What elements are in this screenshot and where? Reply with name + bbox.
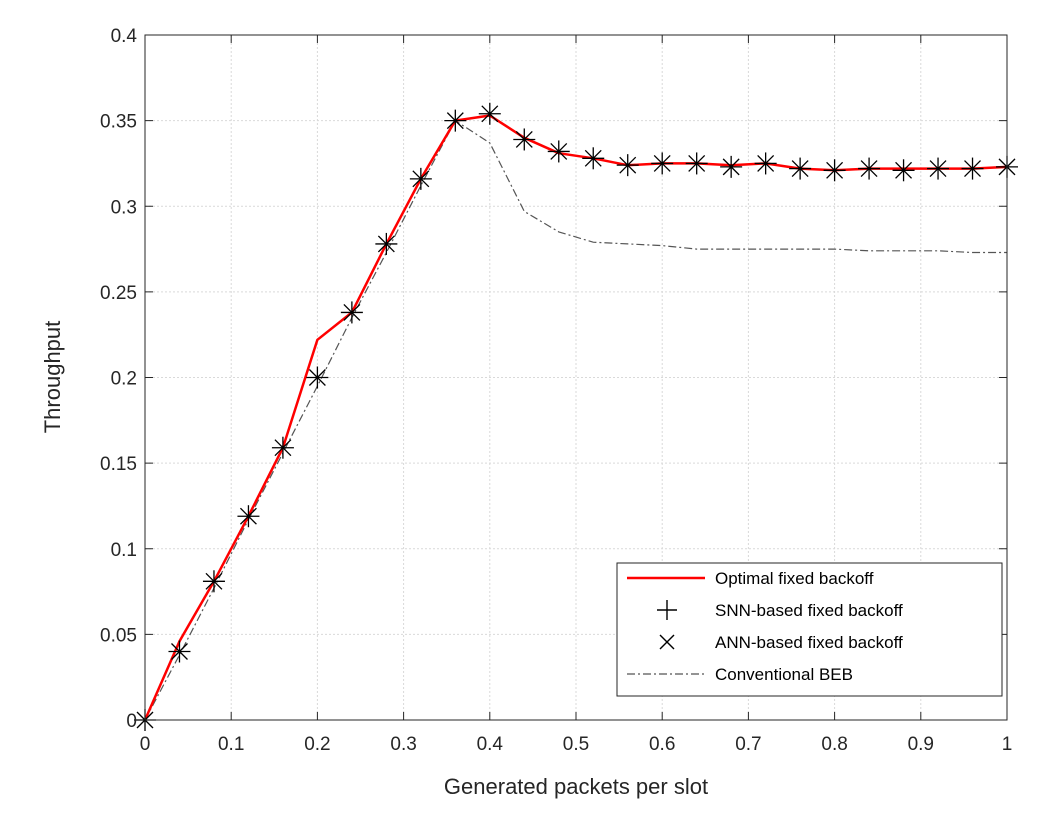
legend: Optimal fixed backoff SNN-based fixed ba… [616, 562, 1003, 697]
y-tick-label: 0.25 [100, 283, 137, 304]
marker-ann-x [860, 160, 878, 178]
x-tick-label: 0.4 [477, 734, 504, 755]
x-axis-label: Generated packets per slot [444, 774, 708, 799]
marker-ann-x [895, 161, 913, 179]
x-tick-label: 1 [1002, 734, 1013, 755]
x-tick-label: 0.3 [390, 734, 416, 755]
marker-ann-x [481, 105, 499, 123]
marker-ann-x [964, 160, 981, 178]
marker-ann-x [205, 572, 223, 590]
x-tick-label: 0.9 [908, 734, 934, 755]
y-tick-label: 0.2 [111, 369, 137, 390]
marker-ann-x [550, 142, 568, 160]
marker-ann-x [791, 160, 809, 178]
legend-label-optimal: Optimal fixed backoff [715, 569, 874, 588]
series-line-conventional-beb [144, 119, 1007, 721]
marker-ann-x [515, 131, 533, 148]
x-tick-label: 0.8 [821, 734, 847, 755]
y-tick-label: 0.35 [100, 112, 137, 133]
marker-ann-x [239, 507, 257, 525]
y-tick-label: 0.15 [100, 454, 137, 475]
marker-ann-x [308, 369, 326, 386]
y-tick-label: 0 [126, 711, 137, 732]
marker-ann-x [929, 160, 947, 178]
marker-ann-x [377, 235, 395, 253]
y-tick-label: 0.1 [111, 540, 137, 561]
legend-swatch-snn [657, 600, 677, 620]
legend-label-beb: Conventional BEB [715, 665, 853, 684]
marker-ann-x [688, 154, 706, 172]
marker-ann-x [653, 154, 671, 172]
marker-ann-x [619, 156, 637, 174]
x-tick-label: 0.1 [218, 734, 244, 755]
marker-ann-x [343, 303, 361, 321]
marker-ann-x [274, 439, 292, 457]
marker-ann-x [722, 158, 740, 176]
y-tick-label: 0.3 [111, 197, 137, 218]
marker-ann-x [171, 643, 188, 660]
legend-label-snn: SNN-based fixed backoff [715, 601, 903, 620]
x-tick-label: 0.6 [649, 734, 675, 755]
x-tick-label: 0.2 [304, 734, 330, 755]
legend-label-ann: ANN-based fixed backoff [715, 633, 903, 652]
y-tick-label: 0.4 [111, 26, 138, 47]
series-markers [134, 102, 1018, 731]
marker-ann-x [826, 161, 844, 179]
marker-ann-x [412, 170, 430, 188]
y-tick-label: 0.05 [100, 625, 137, 646]
x-axis-ticks: 0 0.1 0.2 0.3 0.4 0.5 0.6 0.7 0.8 0.9 1 [140, 35, 1013, 755]
marker-ann-x [446, 112, 464, 130]
y-axis-ticks: 0 0.05 0.1 0.15 0.2 0.25 0.3 0.35 0.4 [100, 26, 1007, 732]
x-tick-label: 0.5 [563, 734, 589, 755]
y-axis-label: Throughput [40, 321, 65, 434]
x-tick-label: 0.7 [735, 734, 761, 755]
x-tick-label: 0 [140, 734, 151, 755]
marker-ann-x [584, 149, 602, 167]
legend-swatch-ann [659, 634, 675, 650]
marker-ann-x [757, 154, 775, 172]
